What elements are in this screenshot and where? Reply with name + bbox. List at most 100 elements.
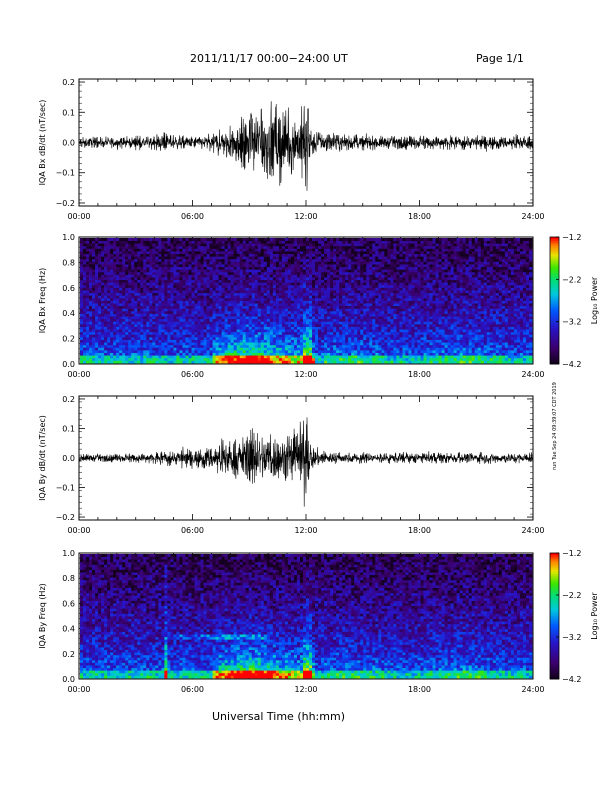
spectrogram-cell bbox=[167, 321, 171, 325]
spectrogram-cell bbox=[236, 251, 241, 255]
spectrogram-cell bbox=[369, 303, 373, 307]
spectrogram-cell bbox=[131, 266, 135, 270]
spectrogram-cell bbox=[266, 256, 271, 260]
spectrogram-cell bbox=[330, 279, 334, 283]
spectrogram-cell bbox=[248, 240, 253, 244]
spectrogram-cell bbox=[158, 331, 162, 335]
spectrogram-cell bbox=[242, 261, 247, 265]
spectrogram-cell bbox=[218, 240, 223, 244]
spectrogram-cell bbox=[188, 248, 192, 252]
spectrogram-cell bbox=[128, 287, 132, 291]
spectrogram-cell bbox=[293, 264, 298, 268]
spectrogram-cell bbox=[110, 264, 114, 268]
spectrogram-cell bbox=[275, 355, 280, 359]
spectrogram-cell bbox=[324, 287, 328, 291]
spectrogram-cell bbox=[233, 357, 238, 361]
spectrogram-cell bbox=[339, 261, 343, 265]
spectrogram-cell bbox=[327, 279, 331, 283]
spectrogram-cell bbox=[336, 261, 340, 265]
spectrogram-cell bbox=[179, 269, 183, 273]
spectrogram-cell bbox=[333, 318, 337, 322]
spectrogram-cell bbox=[230, 240, 235, 244]
spectrogram-cell bbox=[206, 339, 210, 343]
spectrogram-cell bbox=[233, 258, 238, 262]
spectrogram-cell bbox=[89, 266, 93, 270]
spectrogram-cell bbox=[146, 261, 150, 265]
spectrogram-cell bbox=[263, 248, 268, 252]
spectrogram-cell bbox=[107, 305, 111, 309]
spectrogram-cell bbox=[158, 303, 162, 307]
spectrogram-cell bbox=[290, 295, 295, 299]
spectrogram-cell bbox=[336, 321, 340, 325]
spectrogram-cell bbox=[260, 334, 265, 338]
spectrogram-cell bbox=[113, 357, 117, 361]
spectrogram-cell bbox=[248, 300, 253, 304]
spectrogram-cell bbox=[191, 305, 195, 309]
spectrogram-cell bbox=[354, 253, 358, 257]
spectrogram-cell bbox=[128, 251, 132, 255]
spectrogram-cell bbox=[233, 277, 238, 281]
spectrogram-cell bbox=[161, 248, 165, 252]
spectrogram-cell bbox=[131, 238, 135, 241]
spectrogram-cell bbox=[191, 347, 195, 351]
spectrogram-cell bbox=[296, 334, 301, 338]
spectrogram-cell bbox=[191, 334, 195, 338]
spectrogram-cell bbox=[287, 342, 292, 346]
spectrogram-cell bbox=[218, 248, 223, 252]
spectrogram-cell bbox=[354, 329, 358, 333]
spectrogram-cell bbox=[254, 279, 259, 283]
spectrogram-cell bbox=[293, 297, 298, 301]
spectrogram-cell bbox=[86, 277, 90, 281]
spectrogram-cell bbox=[351, 339, 355, 343]
spectrogram-cell bbox=[215, 308, 220, 312]
spectrogram-cell bbox=[197, 334, 201, 338]
spectrogram-cell bbox=[248, 336, 253, 340]
spectrogram-cell bbox=[342, 297, 346, 301]
spectrogram-cell bbox=[357, 339, 361, 343]
spectrogram-cell bbox=[104, 271, 108, 275]
spectrogram-cell bbox=[363, 326, 367, 330]
spectrogram-cell bbox=[188, 287, 192, 291]
spectrogram-cell bbox=[348, 329, 352, 333]
spectrogram-cell bbox=[98, 316, 102, 320]
spectrogram-cell bbox=[236, 248, 241, 252]
spectrogram-cell bbox=[185, 240, 189, 244]
spectrogram-cell bbox=[366, 248, 370, 252]
spectrogram-cell bbox=[233, 339, 238, 343]
spectrogram-cell bbox=[242, 287, 247, 291]
spectrogram-cell bbox=[179, 256, 183, 260]
spectrogram-cell bbox=[251, 248, 256, 252]
spectrogram-cell bbox=[345, 290, 349, 294]
spectrogram-cell bbox=[146, 256, 150, 260]
spectrogram-cell bbox=[281, 271, 286, 275]
y-tick-label: 0.0 bbox=[62, 360, 75, 369]
spectrogram-cell bbox=[203, 318, 207, 322]
spectrogram-cell bbox=[336, 243, 340, 247]
spectrogram-cell bbox=[98, 321, 102, 325]
spectrogram-cell bbox=[336, 269, 340, 273]
spectrogram-cell bbox=[239, 316, 244, 320]
spectrogram-cell bbox=[342, 295, 346, 299]
spectrogram-cell bbox=[342, 279, 346, 283]
spectrogram-cell bbox=[116, 360, 120, 364]
spectrogram-cell bbox=[212, 295, 216, 299]
spectrogram-cell bbox=[330, 303, 334, 307]
spectrogram-cell bbox=[161, 344, 165, 348]
spectrogram-cell bbox=[167, 282, 171, 286]
spectrogram-cell bbox=[257, 321, 262, 325]
spectrogram-cell bbox=[164, 251, 168, 255]
spectrogram-cell bbox=[366, 264, 370, 268]
spectrogram-cell bbox=[194, 269, 198, 273]
spectrogram-cell bbox=[224, 347, 229, 351]
spectrogram-cell bbox=[333, 360, 337, 364]
spectrogram-cell bbox=[236, 313, 241, 317]
spectrogram-cell bbox=[363, 245, 367, 249]
spectrogram-cell bbox=[330, 316, 334, 320]
spectrogram-cell bbox=[236, 245, 241, 249]
spectrogram-cell bbox=[221, 331, 226, 335]
spectrogram-cell bbox=[236, 331, 241, 335]
spectrogram-cell bbox=[375, 326, 379, 330]
spectrogram-cell bbox=[339, 269, 343, 273]
spectrogram-cell bbox=[155, 342, 159, 346]
spectrogram-cell bbox=[80, 323, 84, 327]
